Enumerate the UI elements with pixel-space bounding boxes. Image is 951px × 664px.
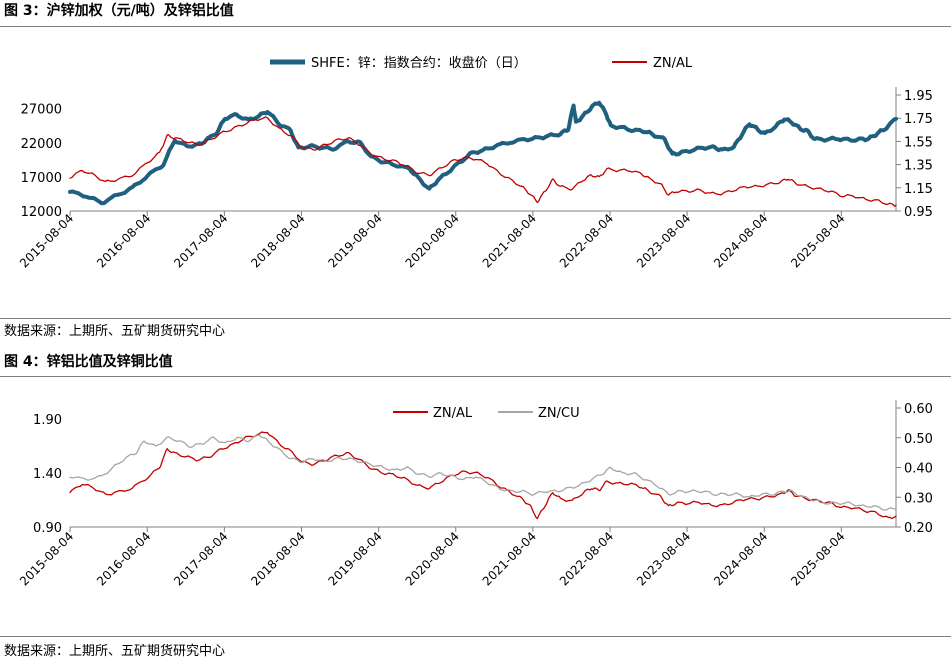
x-tick-label: 2019-08-04 [326, 529, 385, 588]
series-line-zncu [69, 434, 897, 511]
figure1-bottom-rule [0, 318, 951, 319]
left-tick-label: 27000 [21, 103, 62, 118]
x-tick-label: 2017-08-04 [171, 211, 230, 270]
figure1-title: 图 3：沪锌加权（元/吨）及锌铝比值 [4, 3, 234, 19]
x-tick-label: 2022-08-04 [557, 529, 616, 588]
left-tick-label: 1.40 [33, 467, 62, 482]
right-tick-label: 0.95 [904, 205, 933, 220]
x-tick-label: 2015-08-04 [17, 529, 76, 588]
series-line-shfe [68, 100, 898, 206]
figure2-source: 数据来源：上期所、五矿期货研究中心 [4, 644, 226, 659]
right-tick-label: 1.15 [904, 182, 933, 197]
x-tick-label: 2016-08-04 [94, 211, 153, 270]
x-tick-label: 2021-08-04 [480, 529, 539, 588]
left-tick-label: 1.90 [33, 413, 62, 428]
right-tick-label: 1.55 [904, 135, 933, 150]
legend-label: ZN/CU [538, 406, 580, 421]
right-tick-label: 0.60 [904, 402, 933, 417]
left-tick-label: 17000 [21, 171, 62, 186]
zinc-price-chart: 2015-08-04 2016-08-04 2017-08-04 2018-08-04… [17, 55, 933, 270]
legend-label: ZN/AL [653, 56, 693, 71]
right-tick-label: 0.20 [904, 521, 933, 536]
x-tick-label: 2023-08-04 [634, 529, 693, 588]
left-tick-label: 22000 [21, 137, 62, 152]
x-tick-label: 2020-08-04 [403, 529, 462, 588]
figure2-bottom-rule [0, 636, 951, 637]
x-tick-label: 2023-08-04 [634, 211, 693, 270]
left-tick-label: 0.90 [33, 521, 62, 536]
legend-label: ZN/AL [433, 406, 473, 421]
x-tick-label: 2018-08-04 [248, 529, 307, 588]
x-tick-label: 2025-08-04 [788, 211, 847, 270]
right-tick-label: 1.35 [904, 159, 933, 174]
x-tick-label: 2015-08-04 [17, 211, 76, 270]
series-line-znal [69, 116, 897, 207]
x-tick-label: 2025-08-04 [788, 529, 847, 588]
right-tick-label: 0.50 [904, 432, 933, 447]
legend-label: SHFE：锌：指数合约：收盘价（日） [311, 55, 527, 71]
x-tick-label: 2022-08-04 [557, 211, 616, 270]
right-tick-label: 1.75 [904, 112, 933, 127]
x-tick-label: 2018-08-04 [248, 211, 307, 270]
x-tick-label: 2024-08-04 [711, 211, 770, 270]
x-tick-label: 2021-08-04 [480, 211, 539, 270]
x-tick-label: 2017-08-04 [171, 529, 230, 588]
series-line-znal [69, 431, 897, 520]
left-tick-label: 12000 [21, 205, 62, 220]
ratio-chart: 2015-08-04 2016-08-04 2017-08-04 2018-08-04… [17, 400, 933, 588]
x-tick-label: 2024-08-04 [711, 529, 770, 588]
x-tick-label: 2016-08-04 [94, 529, 153, 588]
figure2-title: 图 4：锌铝比值及锌铜比值 [4, 354, 173, 370]
figure1-top-rule [0, 26, 951, 27]
right-tick-label: 0.30 [904, 491, 933, 506]
x-tick-label: 2019-08-04 [326, 211, 385, 270]
x-tick-label: 2020-08-04 [403, 211, 462, 270]
right-tick-label: 0.40 [904, 462, 933, 477]
figure1-source: 数据来源：上期所、五矿期货研究中心 [4, 324, 226, 339]
figure2-top-rule [0, 376, 951, 377]
right-tick-label: 1.95 [904, 89, 933, 104]
